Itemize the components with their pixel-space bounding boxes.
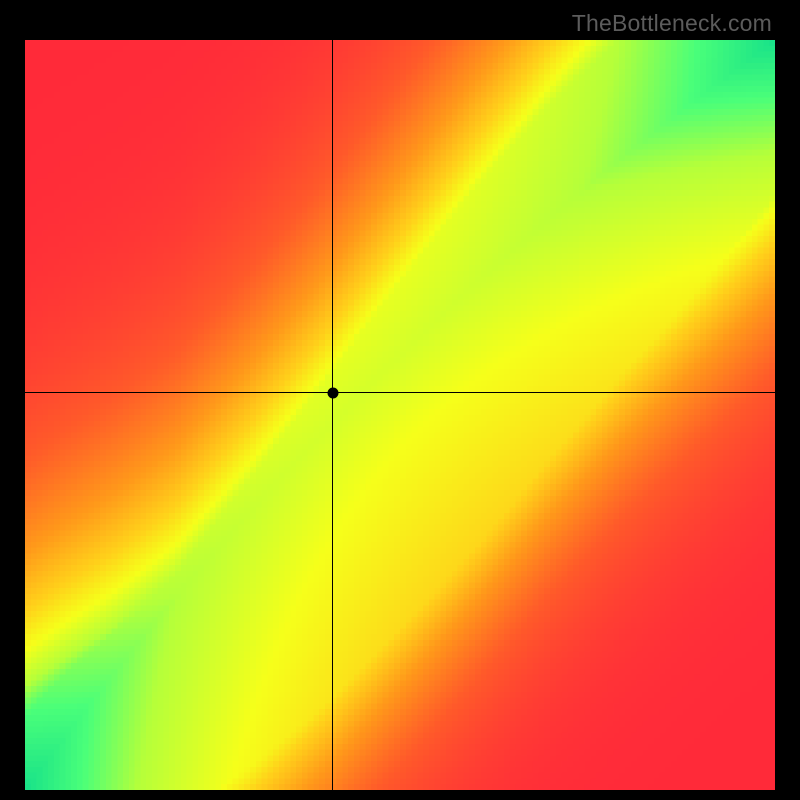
crosshair-horizontal bbox=[25, 392, 775, 393]
bottleneck-heatmap bbox=[25, 40, 775, 790]
selection-marker[interactable] bbox=[327, 387, 338, 398]
chart-frame bbox=[25, 40, 775, 790]
watermark-text: TheBottleneck.com bbox=[572, 10, 772, 37]
crosshair-vertical bbox=[332, 40, 333, 790]
